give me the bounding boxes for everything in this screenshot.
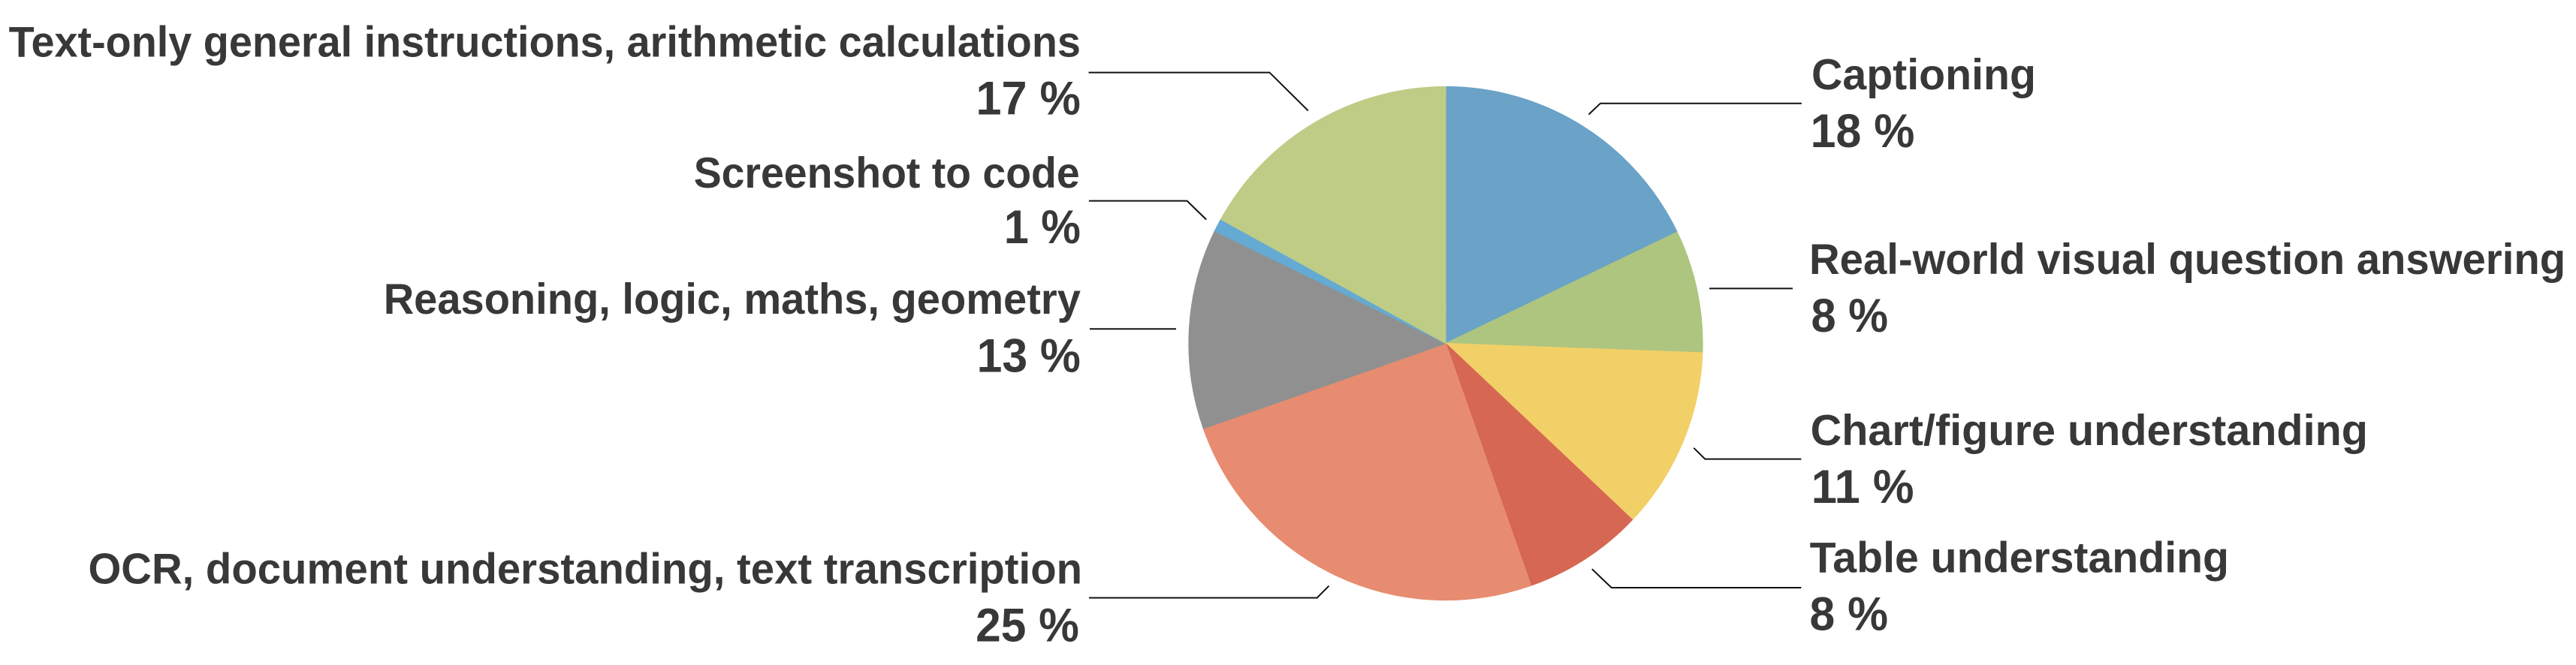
svg-text:18 %: 18 % (1811, 105, 1915, 158)
svg-text:Reasoning, logic, maths, geome: Reasoning, logic, maths, geometry (384, 275, 1081, 323)
svg-text:1 %: 1 % (1004, 201, 1081, 254)
svg-text:17 %: 17 % (976, 73, 1081, 125)
svg-text:13 %: 13 % (977, 329, 1081, 382)
svg-text:25 %: 25 % (976, 600, 1079, 652)
svg-text:Table understanding: Table understanding (1810, 534, 2229, 582)
svg-text:Chart/figure understanding: Chart/figure understanding (1811, 407, 2368, 455)
svg-text:8 %: 8 % (1811, 290, 1889, 342)
svg-text:Real-world visual question ans: Real-world visual question answering (1809, 236, 2565, 284)
svg-text:Captioning: Captioning (1811, 51, 2036, 99)
svg-text:OCR, document understanding, t: OCR, document understanding, text transc… (89, 546, 1083, 594)
svg-text:Text-only general instructions: Text-only general instructions, arithmet… (9, 19, 1081, 67)
svg-text:8 %: 8 % (1810, 588, 1889, 641)
svg-text:11 %: 11 % (1811, 461, 1914, 513)
svg-text:Screenshot to code: Screenshot to code (694, 149, 1080, 197)
